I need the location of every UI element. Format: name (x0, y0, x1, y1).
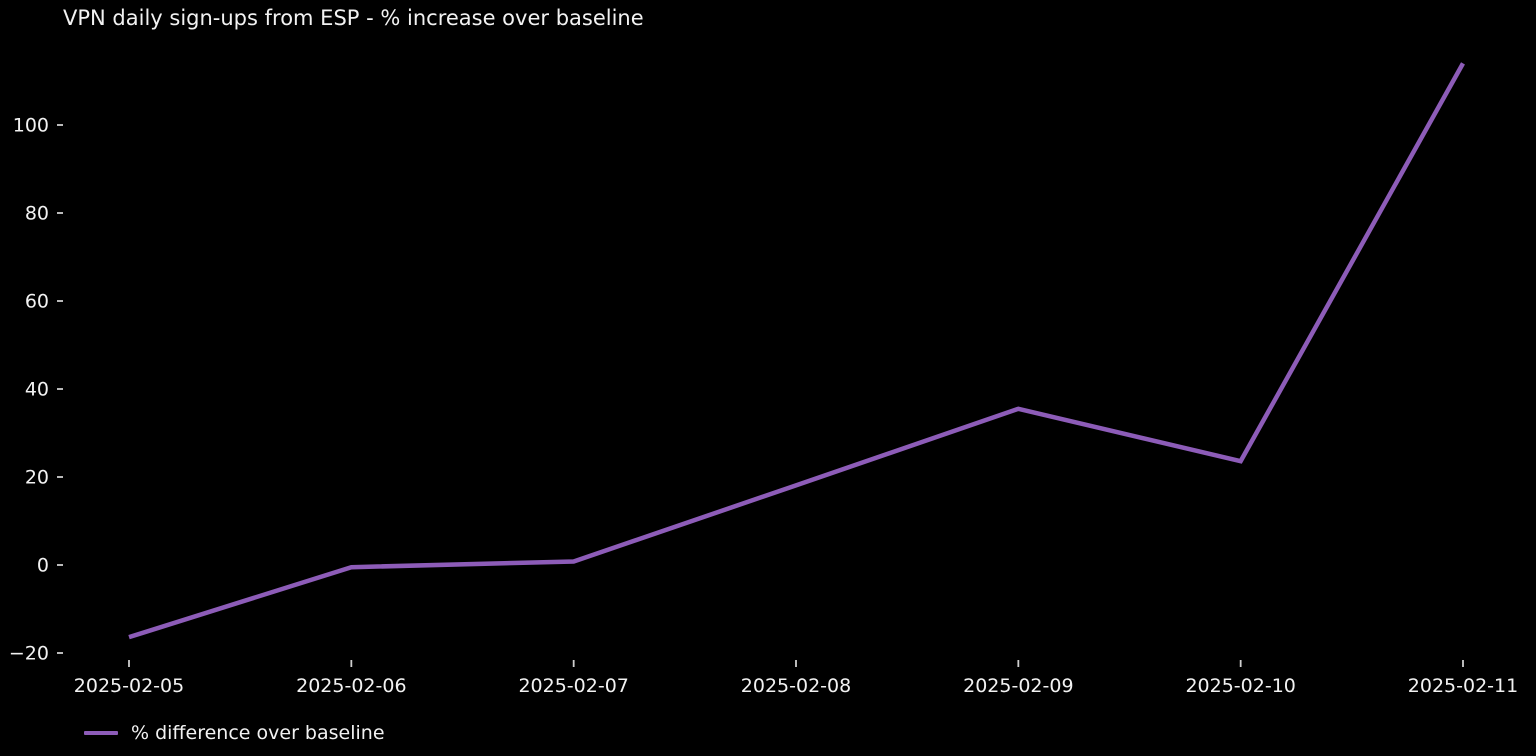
x-tick-label: 2025-02-07 (518, 675, 628, 697)
chart-title: VPN daily sign-ups from ESP - % increase… (63, 6, 644, 30)
y-tick-label: 60 (25, 291, 49, 313)
legend: % difference over baseline (84, 722, 385, 744)
y-tick-label: −20 (9, 643, 49, 665)
y-tick-label: 100 (13, 115, 49, 137)
legend-label: % difference over baseline (131, 722, 385, 744)
x-tick-label: 2025-02-06 (296, 675, 406, 697)
x-tick-label: 2025-02-09 (963, 675, 1073, 697)
y-tick-label: 40 (25, 379, 49, 401)
y-tick-label: 80 (25, 203, 49, 225)
x-tick-label: 2025-02-11 (1408, 675, 1518, 697)
y-tick-label: 20 (25, 467, 49, 489)
x-tick-label: 2025-02-05 (74, 675, 184, 697)
x-tick-label: 2025-02-08 (741, 675, 851, 697)
x-tick-label: 2025-02-10 (1185, 675, 1295, 697)
series-line (128, 62, 1465, 640)
y-tick-label: 0 (37, 555, 49, 577)
legend-line-swatch (84, 730, 118, 736)
